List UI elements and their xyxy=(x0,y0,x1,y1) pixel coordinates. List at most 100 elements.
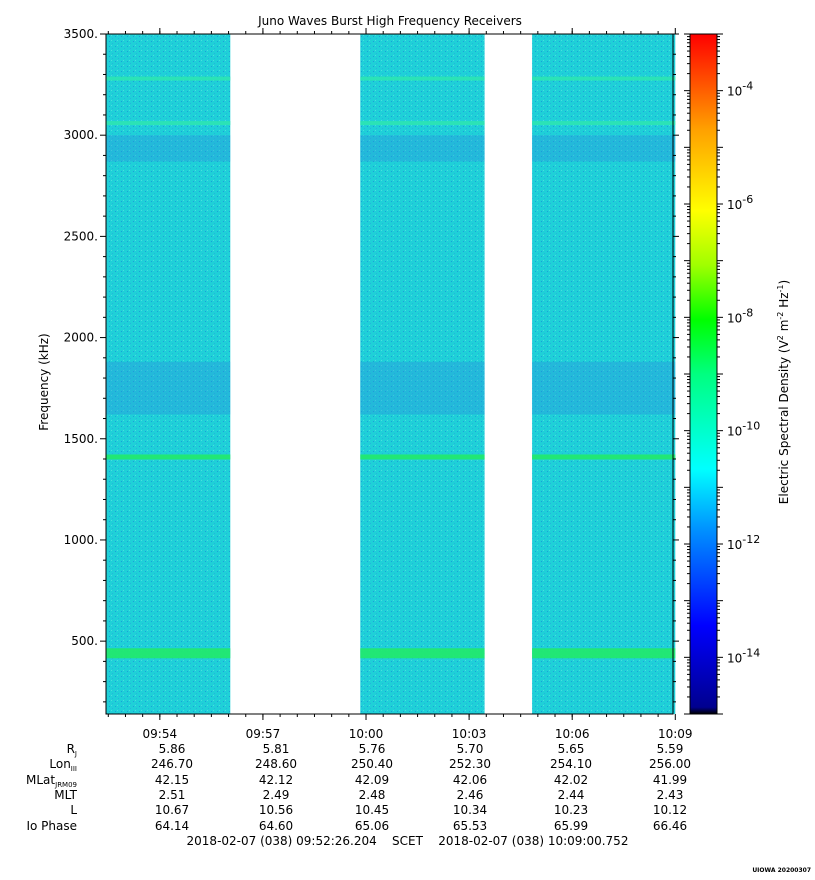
emission-band-440-seg3 xyxy=(532,648,676,659)
colorbar-gradient xyxy=(689,33,718,715)
ephemeris-label: L xyxy=(70,803,77,818)
quiet-band-2-1 xyxy=(360,135,485,162)
emission-band-440-seg2 xyxy=(360,648,485,659)
emission-band-3060-seg1 xyxy=(106,121,231,126)
quiet-band-2-2 xyxy=(360,361,485,415)
colorbar-tick-label: 10-14 xyxy=(727,646,760,665)
ephemeris-row: MLT 2.51 2.49 2.48 2.46 2.44 2.43 xyxy=(0,788,815,803)
ephemeris-value: 10.34 xyxy=(452,803,488,818)
ephemeris-value: 42.15 xyxy=(154,772,190,787)
emission-band-3060-seg2 xyxy=(360,121,485,126)
ephemeris-value: 5.76 xyxy=(358,742,386,756)
colorbar-label-text: Electric Spectral Density (V xyxy=(777,339,791,504)
ephemeris-value: 10.45 xyxy=(354,803,390,818)
y-tick-label: 2500. xyxy=(64,229,98,243)
x-tick-label: 10:00 xyxy=(349,727,384,741)
y-tick-label: 1500. xyxy=(64,432,98,446)
quiet-band-3-2 xyxy=(532,361,676,415)
ephemeris-value: 2.48 xyxy=(358,787,386,802)
ephemeris-label: LonIII xyxy=(49,757,77,774)
ephemeris-value: 2.51 xyxy=(158,787,186,802)
ephemeris-value: 252.30 xyxy=(449,757,491,772)
ephemeris-value: 5.59 xyxy=(656,742,684,756)
y-tick-label: 1000. xyxy=(64,533,98,547)
colorbar-tick-label: 10-4 xyxy=(727,80,753,99)
ephemeris-value: 10.23 xyxy=(553,803,589,818)
emission-band-1410-seg1 xyxy=(106,454,231,460)
colorbar-tick-label: 10-6 xyxy=(727,193,753,212)
quiet-band-1-1 xyxy=(106,135,231,162)
quiet-band-1-2 xyxy=(106,361,231,415)
plot-frame xyxy=(105,33,674,715)
ephemeris-value: 250.40 xyxy=(351,757,393,772)
ephemeris-value: 42.02 xyxy=(553,772,589,787)
x-tick-label: 10:03 xyxy=(452,727,487,741)
emission-band-3280-seg2 xyxy=(360,76,485,81)
ephemeris-value: 64.14 xyxy=(154,818,190,833)
ephemeris-value: 248.60 xyxy=(255,757,297,772)
ephemeris-value: 2.44 xyxy=(557,787,585,802)
ephemeris-value: 42.09 xyxy=(354,772,390,787)
y-tick-label: 500. xyxy=(71,634,98,648)
ephemeris-value: 65.99 xyxy=(553,818,589,833)
emission-band-1410-seg3 xyxy=(532,454,676,460)
y-tick-label: 3500. xyxy=(64,27,98,41)
ephemeris-value: 42.06 xyxy=(452,772,488,787)
ephemeris-row: LonIII 246.70 248.60 250.40 252.30 254.10 256.… xyxy=(0,757,815,774)
x-tick-label: 10:09 xyxy=(658,727,693,741)
y-tick-label: 3000. xyxy=(64,128,98,142)
ephemeris-label: MLatJRM09 xyxy=(26,772,77,789)
ephemeris-label: MLT xyxy=(54,787,77,802)
colorbar-tick-label: 10-12 xyxy=(727,533,760,552)
ephemeris-value: 42.12 xyxy=(258,772,294,787)
ephemeris-row: Io Phase 64.14 64.60 65.06 65.53 65.99 66.46 xyxy=(0,819,815,834)
ephemeris-value: 5.86 xyxy=(158,742,186,756)
ephemeris-value: 5.65 xyxy=(557,742,585,756)
x-tick-label: 10:06 xyxy=(555,727,590,741)
ephemeris-row: RJ 5.86 5.81 5.76 5.70 5.65 5.59 xyxy=(0,742,815,758)
ephemeris-value: 256.00 xyxy=(649,757,691,772)
emission-band-1410-seg2 xyxy=(360,454,485,460)
colorbar: 10-4 10-6 10-8 10-10 10-12 10-14 xyxy=(684,33,760,715)
y-tick-label: 2000. xyxy=(64,331,98,345)
ephemeris-row: L 10.67 10.56 10.45 10.34 10.23 10.12 xyxy=(0,803,815,818)
chart-title: Juno Waves Burst High Frequency Receiver… xyxy=(257,14,522,28)
ephemeris-value: 254.10 xyxy=(550,757,592,772)
ephemeris-value: 2.43 xyxy=(656,787,684,802)
plot-area xyxy=(106,34,676,714)
y-axis-label: Frequency (kHz) xyxy=(37,333,51,430)
quiet-band-3-1 xyxy=(532,135,676,162)
version-stamp: UIOWA 20200307 xyxy=(752,867,811,874)
ephemeris-value: 66.46 xyxy=(652,818,688,833)
emission-band-3280-seg3 xyxy=(532,76,676,81)
emission-band-3060-seg3 xyxy=(532,121,676,126)
x-tick-label: 09:57 xyxy=(246,727,281,741)
colorbar-tick-label: 10-10 xyxy=(727,420,760,439)
ephemeris-value: 246.70 xyxy=(151,757,193,772)
ephemeris-value: 64.60 xyxy=(258,818,294,833)
colorbar-label: Electric Spectral Density (V2 m-2 Hz-1) xyxy=(776,280,791,504)
ephemeris-value: 5.70 xyxy=(456,742,484,756)
ephemeris-value: 65.53 xyxy=(452,818,488,833)
ephemeris-value: 10.56 xyxy=(258,803,294,818)
emission-band-3280-seg1 xyxy=(106,76,231,81)
segment-noise-1 xyxy=(106,34,231,714)
ephemeris-value: 2.46 xyxy=(456,787,484,802)
ephemeris-value: 10.12 xyxy=(652,803,688,818)
time-range-footer: 2018-02-07 (038) 09:52:26.204 SCET 2018-… xyxy=(186,834,629,848)
colorbar-tick-label: 10-8 xyxy=(727,306,753,325)
ephemeris-value: 5.81 xyxy=(262,742,290,756)
axes: 500. 1000. 1500. 2000. 2500. 3000. 3500. 09:54 0… xyxy=(64,27,693,741)
ephemeris-row: MLatJRM09 42.15 42.12 42.09 42.06 42.02 41.99 xyxy=(0,772,815,789)
ephemeris-value: 65.06 xyxy=(354,818,390,833)
ephemeris-label: RJ xyxy=(66,742,77,758)
ephemeris-value: 2.49 xyxy=(262,787,290,802)
emission-band-440-seg1 xyxy=(106,648,231,659)
ephemeris-value: 41.99 xyxy=(652,772,688,787)
ephemeris-value: 10.67 xyxy=(154,803,190,818)
x-tick-label: 09:54 xyxy=(143,727,178,741)
segment-noise-3 xyxy=(532,34,676,714)
ephemeris-label: Io Phase xyxy=(26,818,77,833)
segment-noise-2 xyxy=(360,34,485,714)
